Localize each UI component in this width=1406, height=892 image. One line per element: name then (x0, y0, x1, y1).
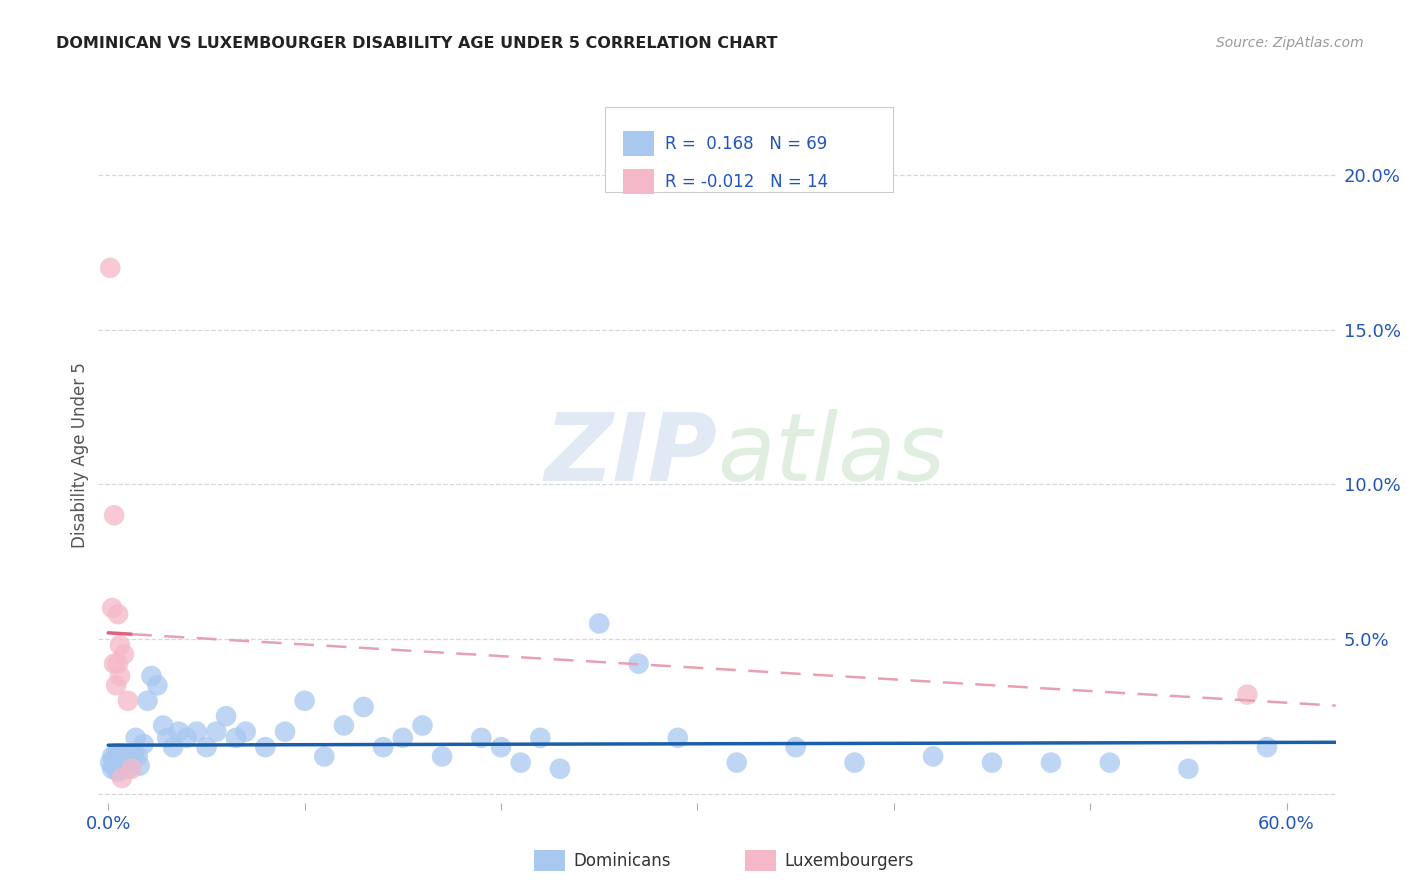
Point (103, 508, 125, 523)
Point (725, 756, 748, 770)
Point (373, 740, 395, 755)
Point (117, 752, 139, 766)
Point (121, 762, 143, 776)
Point (470, 731, 492, 745)
Point (108, 747, 131, 761)
Point (115, 756, 138, 770)
Text: R = -0.012   N = 14: R = -0.012 N = 14 (665, 173, 828, 191)
Point (101, 749, 124, 764)
Point (186, 724, 208, 739)
Point (118, 758, 141, 772)
Point (548, 762, 571, 776)
Point (107, 657, 129, 671)
Point (254, 740, 277, 755)
Point (844, 756, 866, 770)
Point (112, 648, 135, 662)
Point (176, 731, 198, 745)
Text: Source: ZipAtlas.com: Source: ZipAtlas.com (1216, 36, 1364, 50)
Point (107, 749, 129, 764)
Point (627, 657, 650, 671)
Point (108, 638, 131, 652)
Point (509, 756, 531, 770)
Point (1098, 756, 1121, 770)
Point (105, 762, 128, 776)
Point (314, 749, 336, 764)
Point (146, 678, 169, 692)
Point (111, 771, 134, 785)
Point (215, 709, 238, 723)
Point (162, 740, 184, 755)
Point (152, 718, 174, 732)
Point (1177, 762, 1199, 776)
Point (108, 669, 131, 683)
Text: R =  0.168   N = 69: R = 0.168 N = 69 (665, 135, 827, 153)
Point (156, 731, 179, 745)
Point (125, 731, 148, 745)
Point (141, 669, 163, 683)
Point (353, 700, 375, 714)
Point (136, 694, 159, 708)
Point (274, 724, 297, 739)
Point (122, 747, 145, 761)
Point (666, 731, 689, 745)
Point (128, 758, 150, 772)
Point (111, 756, 134, 770)
Point (132, 737, 155, 751)
Point (167, 724, 190, 739)
Text: DOMINICAN VS LUXEMBOURGER DISABILITY AGE UNDER 5 CORRELATION CHART: DOMINICAN VS LUXEMBOURGER DISABILITY AGE… (56, 36, 778, 51)
Point (489, 740, 512, 755)
Point (430, 749, 453, 764)
Point (981, 756, 1004, 770)
Point (588, 616, 610, 631)
Point (411, 718, 433, 732)
Point (529, 731, 551, 745)
Point (111, 762, 134, 776)
Point (121, 756, 143, 770)
Point (127, 749, 149, 764)
Point (333, 718, 356, 732)
Point (103, 758, 125, 772)
Point (225, 731, 247, 745)
Point (103, 752, 125, 766)
Point (235, 724, 257, 739)
Point (108, 752, 131, 766)
Text: ZIP: ZIP (544, 409, 717, 501)
Text: atlas: atlas (717, 409, 945, 500)
Point (107, 764, 129, 779)
Point (98, 260, 121, 275)
Point (117, 762, 139, 776)
Point (107, 607, 129, 622)
Point (1039, 756, 1062, 770)
Point (105, 678, 128, 692)
Point (101, 762, 124, 776)
Point (392, 731, 415, 745)
Point (785, 740, 807, 755)
Point (115, 749, 138, 764)
Point (112, 752, 135, 766)
Point (1256, 740, 1278, 755)
Point (98, 756, 121, 770)
Y-axis label: Disability Age Under 5: Disability Age Under 5 (70, 362, 89, 548)
Point (205, 724, 228, 739)
Point (105, 747, 128, 761)
Point (112, 758, 135, 772)
Point (103, 657, 125, 671)
Text: Luxembourgers: Luxembourgers (785, 852, 914, 870)
Point (922, 749, 945, 764)
Point (101, 601, 124, 615)
Point (107, 756, 129, 770)
Point (117, 694, 139, 708)
Text: Dominicans: Dominicans (574, 852, 671, 870)
Point (294, 694, 316, 708)
Point (108, 758, 131, 772)
Point (1236, 688, 1258, 702)
Point (195, 740, 218, 755)
